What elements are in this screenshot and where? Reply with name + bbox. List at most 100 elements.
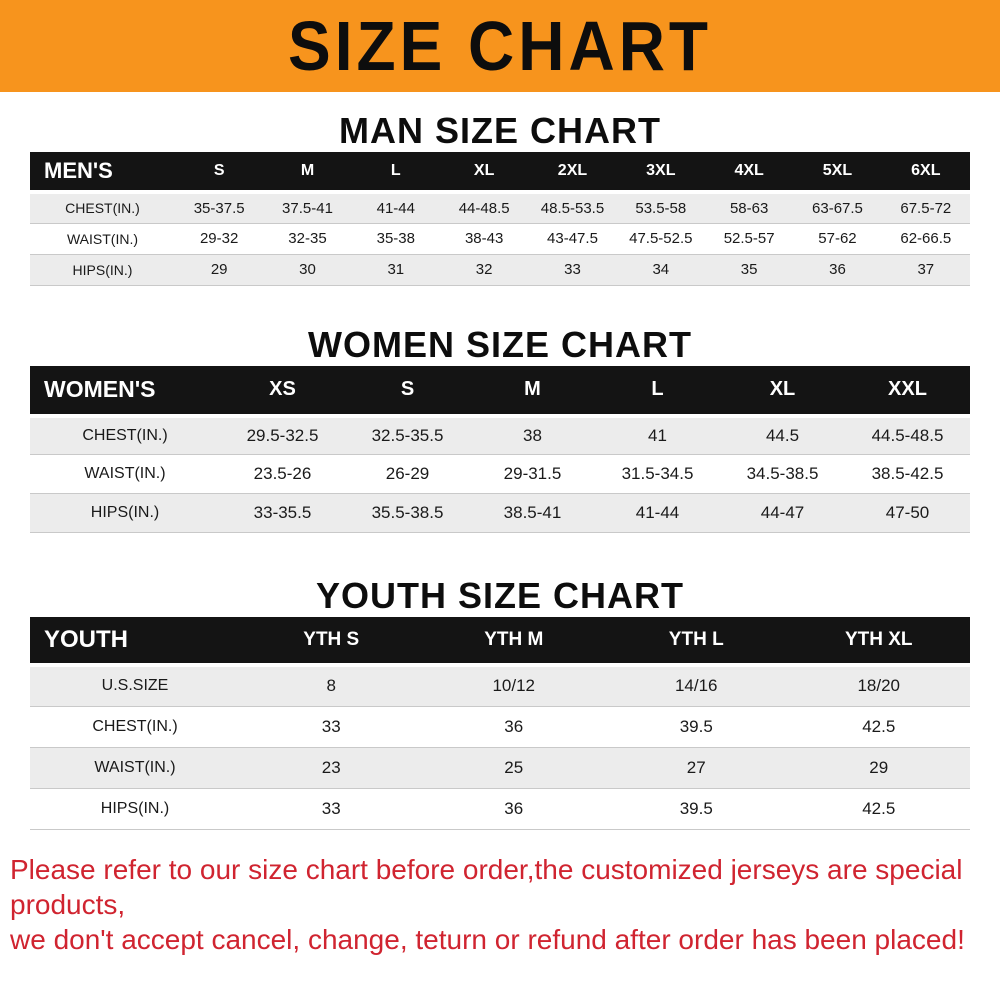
column-header: XL xyxy=(720,365,845,418)
table-cell: 44.5-48.5 xyxy=(871,425,944,445)
column-header: 3XL xyxy=(616,152,705,194)
table-cell: 31 xyxy=(387,261,405,278)
column-header: YTH M xyxy=(422,617,605,667)
table-cell: 47-50 xyxy=(885,503,930,522)
table-cell: 36 xyxy=(829,261,846,278)
women-size-table: WOMEN'S XS S M L XL XXL CHEST(IN.) 29.5-32.5 32.5… xyxy=(30,365,970,534)
column-header: 6XL xyxy=(881,152,970,194)
table-cell: 53.5-58 xyxy=(635,199,687,217)
disclaimer-line-1: Please refer to our size chart before or… xyxy=(10,853,963,920)
table-cell: 42.5 xyxy=(862,716,896,736)
table-row: WAIST(IN.) 23 25 27 29 xyxy=(30,747,970,788)
column-header: YTH S xyxy=(240,617,423,667)
column-header: L xyxy=(595,365,720,418)
table-cell: 41-44 xyxy=(376,199,415,217)
column-header: 5XL xyxy=(793,152,882,194)
table-header-row: WOMEN'S XS S M L XL XXL xyxy=(30,365,970,418)
table-cell: 48.5-53.5 xyxy=(540,199,605,217)
table-cell: 18/20 xyxy=(857,676,901,696)
table-cell: 38 xyxy=(523,425,542,445)
table-title-cell: WOMEN'S xyxy=(30,365,220,418)
table-cell: 32 xyxy=(475,261,493,278)
table-cell: 43-47.5 xyxy=(547,230,598,247)
men-size-table: MEN'S S M L XL 2XL 3XL 4XL 5XL 6XL CHEST(IN.) 35-37… xyxy=(30,152,970,286)
table-row: CHEST(IN.) 29.5-32.5 32.5-35.5 38 41 44.5 44.5… xyxy=(30,415,970,455)
row-label: CHEST(IN.) xyxy=(82,426,168,444)
table-row: U.S.SIZE 8 10/12 14/16 18/20 xyxy=(30,665,970,706)
table-cell: 34.5-38.5 xyxy=(746,464,819,483)
table-cell: 42.5 xyxy=(862,798,896,818)
table-cell: 39.5 xyxy=(679,798,713,818)
table-cell: 38-43 xyxy=(464,230,504,247)
disclaimer-note: Please refer to our size chart before or… xyxy=(10,852,992,958)
table-cell: 38.5-42.5 xyxy=(871,464,944,483)
table-cell: 29.5-32.5 xyxy=(246,425,319,445)
table-cell: 41-44 xyxy=(635,503,680,522)
table-cell: 35.5-38.5 xyxy=(371,503,444,522)
table-cell: 63-67.5 xyxy=(812,199,863,217)
table-cell: 29-32 xyxy=(199,230,239,247)
table-row: HIPS(IN.) 33 36 39.5 42.5 xyxy=(30,788,970,829)
table-cell: 35 xyxy=(740,261,758,278)
column-header: M xyxy=(263,152,352,194)
row-label: HIPS(IN.) xyxy=(90,504,160,521)
table-cell: 33 xyxy=(321,716,341,736)
column-header: XL xyxy=(439,152,529,194)
title-banner: SIZE CHART xyxy=(0,0,1000,92)
row-label: U.S.SIZE xyxy=(101,677,169,695)
table-row: HIPS(IN.) 33-35.5 35.5-38.5 38.5-41 41-44 44-… xyxy=(30,493,970,533)
table-cell: 34 xyxy=(652,261,670,278)
table-cell: 33-35.5 xyxy=(253,503,312,522)
table-row: WAIST(IN.) 29-32 32-35 35-38 38-43 43-47.5 47.… xyxy=(30,223,970,254)
table-cell: 44.5 xyxy=(765,425,800,445)
table-cell: 32-35 xyxy=(288,230,327,247)
table-header-row: MEN'S S M L XL 2XL 3XL 4XL 5XL 6XL xyxy=(30,152,970,194)
table-cell: 29-31.5 xyxy=(503,464,562,483)
column-header: L xyxy=(351,152,440,194)
column-header: M xyxy=(470,365,595,418)
column-header: XXL xyxy=(845,365,970,418)
table-cell: 38.5-41 xyxy=(503,503,562,522)
table-cell: 10/12 xyxy=(492,676,536,696)
table-cell: 23 xyxy=(321,757,341,777)
table-cell: 27 xyxy=(686,757,706,777)
table-cell: 44-47 xyxy=(760,503,805,522)
disclaimer-line-2: we don't accept cancel, change, teturn o… xyxy=(10,924,965,956)
table-cell: 25 xyxy=(504,757,524,777)
column-header: 4XL xyxy=(704,152,794,194)
table-cell: 58-63 xyxy=(729,199,769,217)
table-cell: 37 xyxy=(917,261,935,278)
table-cell: 35-38 xyxy=(376,230,415,247)
youth-size-table: YOUTH YTH S YTH M YTH L YTH XL U.S.SIZE 8 10/12… xyxy=(30,617,970,830)
table-cell: 36 xyxy=(504,716,524,736)
table-title-cell: YOUTH xyxy=(30,617,240,667)
table-row: HIPS(IN.) 29 30 31 32 33 34 35 36 37 xyxy=(30,254,970,285)
page-title: SIZE CHART xyxy=(288,7,712,85)
table-cell: 29 xyxy=(210,261,228,278)
row-label: CHEST(IN.) xyxy=(92,717,178,735)
row-label: WAIST(IN.) xyxy=(66,230,139,247)
table-cell: 47.5-52.5 xyxy=(629,230,693,247)
column-header: XS xyxy=(220,365,345,418)
table-row: WAIST(IN.) 23.5-26 26-29 29-31.5 31.5-34.5 34… xyxy=(30,454,970,494)
column-header: YTH XL xyxy=(787,617,970,667)
table-header-row: YOUTH YTH S YTH M YTH L YTH XL xyxy=(30,617,970,667)
row-label: HIPS(IN.) xyxy=(100,799,170,817)
table-cell: 33 xyxy=(321,798,341,818)
women-section-heading: WOMEN SIZE CHART xyxy=(308,323,692,365)
table-cell: 39.5 xyxy=(679,716,713,736)
table-cell: 31.5-34.5 xyxy=(621,464,694,483)
table-cell: 36 xyxy=(504,798,524,818)
table-row: CHEST(IN.) 35-37.5 37.5-41 41-44 44-48.5 48.5… xyxy=(30,192,970,223)
table-cell: 52.5-57 xyxy=(723,230,775,247)
column-header: S xyxy=(175,152,264,194)
row-label: HIPS(IN.) xyxy=(72,261,133,278)
table-row: CHEST(IN.) 33 36 39.5 42.5 xyxy=(30,706,970,747)
men-section-heading: MAN SIZE CHART xyxy=(339,110,661,151)
youth-section-heading: YOUTH SIZE CHART xyxy=(315,575,684,616)
table-cell: 67.5-72 xyxy=(900,199,952,217)
column-header: YTH L xyxy=(605,617,788,667)
table-cell: 26-29 xyxy=(385,464,430,483)
table-cell: 37.5-41 xyxy=(282,199,333,217)
table-cell: 35-37.5 xyxy=(193,199,245,217)
